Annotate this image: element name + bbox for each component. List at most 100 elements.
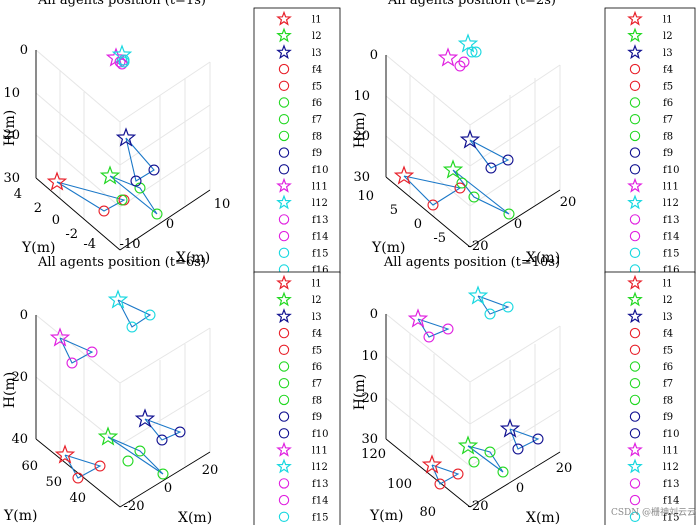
legend-frame <box>253 271 341 525</box>
axis-line <box>119 189 211 251</box>
gridline <box>119 327 211 384</box>
legend-marker-l3 <box>276 44 292 60</box>
legend-label: f13 <box>663 215 679 226</box>
gridline <box>385 397 471 467</box>
legend-label: l3 <box>663 312 673 323</box>
gridline <box>35 49 121 123</box>
legend-marker-f15 <box>629 247 641 259</box>
legend-label: l3 <box>312 312 322 323</box>
z-axis-label: H(m) <box>352 112 368 148</box>
z-tick-label: 0 <box>20 308 28 323</box>
agent-link <box>417 318 450 338</box>
agent-marker-l3 <box>459 129 481 149</box>
agent-link <box>431 464 460 485</box>
legend-label: f9 <box>663 148 673 159</box>
legend-label: l11 <box>663 446 679 457</box>
legend-label: f15 <box>312 248 328 259</box>
gridline <box>119 146 211 208</box>
y-tick-label: -4 <box>83 237 96 252</box>
agent-marker-f6 <box>456 177 468 189</box>
x-tick-label: 0 <box>514 217 522 232</box>
agent-marker-f10 <box>148 164 160 176</box>
z-tick-label: 30 <box>3 171 20 186</box>
z-tick-label: 30 <box>353 170 370 185</box>
legend-marker-f9 <box>629 411 641 422</box>
x-tick-label: -20 <box>124 499 145 514</box>
legend-marker-f15 <box>629 511 641 523</box>
agent-marker-f13 <box>423 331 435 343</box>
legend-marker-l2 <box>276 27 292 43</box>
agent-link <box>477 295 510 315</box>
agent-marker-l3 <box>115 127 137 147</box>
legend-label: f6 <box>663 362 673 373</box>
z-tick-label: 10 <box>361 349 378 364</box>
legend-label: f6 <box>663 98 673 109</box>
x-tick-label: -20 <box>468 499 489 514</box>
agent-marker-l11 <box>407 308 429 328</box>
legend-marker-f5 <box>629 80 641 92</box>
legend-label: f5 <box>312 81 322 92</box>
legend-marker-f10 <box>278 164 290 175</box>
z-tick-label: 20 <box>11 370 28 385</box>
agent-marker-f4 <box>98 205 110 217</box>
agent-marker-f15 <box>466 46 478 58</box>
panel-title: All agents position (t=2s) <box>387 0 556 8</box>
legend-label: f14 <box>663 496 679 507</box>
agent-marker-f9 <box>156 434 168 446</box>
y-tick-label: 5 <box>390 203 398 218</box>
legend-label: l12 <box>312 462 328 473</box>
z-tick-label: 10 <box>353 89 370 104</box>
legend: l1 l2 l3 f4 f5 f6 f7 f8 f9 f10 l11 l12 f13 f14 f15 f16 <box>253 7 341 276</box>
legend-label: l2 <box>312 31 322 42</box>
axis-line <box>35 177 121 251</box>
legend-marker-l1 <box>276 10 292 26</box>
legend-label: f14 <box>663 232 679 243</box>
y-tick-label: 0 <box>414 217 422 232</box>
gridline <box>469 367 561 425</box>
agent-marker-f10 <box>532 433 544 445</box>
legend-marker-f10 <box>278 428 290 439</box>
legend-marker-f9 <box>278 411 290 422</box>
z-axis-label: H(m) <box>2 372 18 408</box>
legend-label: f13 <box>312 479 328 490</box>
legend-marker-l1 <box>627 274 643 290</box>
agent-link <box>469 139 510 169</box>
legend-label: l1 <box>663 279 673 290</box>
legend-marker-f5 <box>278 80 290 92</box>
z-tick-label: 20 <box>3 128 20 143</box>
legend-label: l11 <box>312 182 328 193</box>
agent-marker-f8 <box>497 466 509 478</box>
legend-marker-f5 <box>278 344 290 356</box>
legend-marker-l11 <box>276 177 292 193</box>
legend-marker-l1 <box>276 274 292 290</box>
gridline <box>119 61 211 123</box>
axis-line <box>385 176 471 248</box>
y-tick-label: 120 <box>361 447 386 462</box>
legend-marker-f6 <box>629 97 641 108</box>
legend-label: f4 <box>312 65 322 76</box>
legend-marker-l12 <box>276 194 292 210</box>
legend-label: f6 <box>312 362 322 373</box>
legend-marker-l3 <box>627 308 643 324</box>
legend-marker-f13 <box>629 214 641 225</box>
agent-marker-f8 <box>157 468 169 480</box>
legend-label: f13 <box>663 479 679 490</box>
legend-marker-f14 <box>629 494 641 506</box>
legend-marker-f7 <box>629 113 641 125</box>
x-tick-label: 0 <box>164 481 172 496</box>
axis-line <box>469 189 561 248</box>
axis-line <box>469 451 561 508</box>
panel-title: All agents position (t=1s) <box>37 0 206 8</box>
legend-label: f7 <box>663 379 673 390</box>
legend-label: l3 <box>663 48 673 59</box>
x-tick-label: 20 <box>560 195 577 210</box>
legend-label: f13 <box>312 215 328 226</box>
agent-marker-f4 <box>434 478 446 490</box>
legend-label: f7 <box>312 115 322 126</box>
legend-label: f10 <box>663 165 679 176</box>
legend-label: f6 <box>312 98 322 109</box>
agent-marker-a15 <box>144 309 156 321</box>
agent-link <box>467 445 504 473</box>
